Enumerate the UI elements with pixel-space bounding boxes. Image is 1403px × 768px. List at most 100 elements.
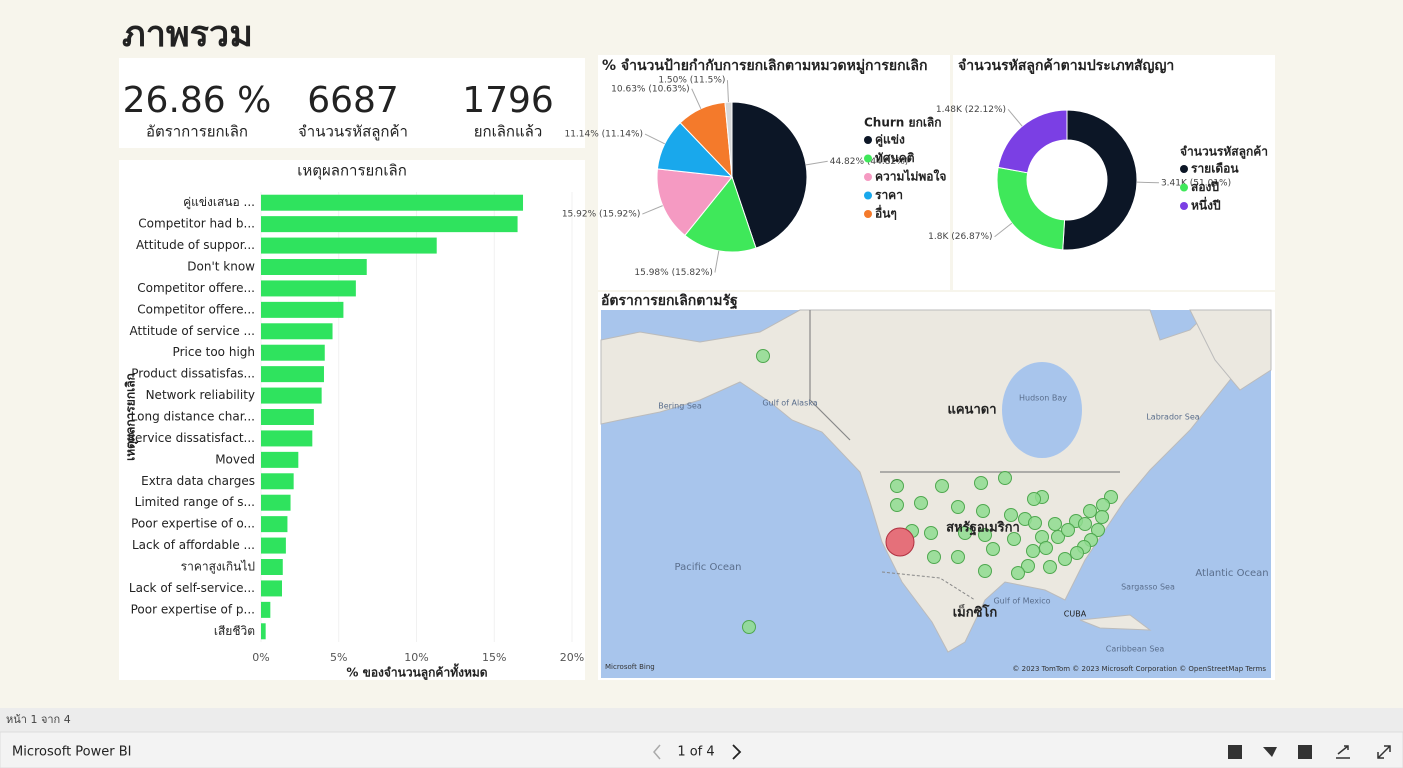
place-label: Pacific Ocean (675, 562, 742, 573)
state-bubble (890, 498, 904, 512)
country-label: แคนาดา (947, 403, 996, 418)
y-tick-label: Attitude of service ... (130, 324, 256, 338)
y-tick-label: ราคาสูงเกินไป (181, 560, 255, 575)
leader-line (1007, 109, 1023, 127)
y-tick-label: Limited range of s... (135, 495, 255, 509)
legend-label: คู่แข่ง (875, 133, 905, 148)
data-label: 3.41K (51.01%) (1161, 178, 1231, 188)
country-label: เม็กซิโก (953, 603, 998, 621)
linkedin-icon[interactable] (1298, 745, 1312, 759)
state-bubble (986, 542, 1000, 556)
bar (261, 537, 286, 554)
legend-swatch (864, 173, 872, 181)
bar (261, 259, 367, 275)
state-bubble (1070, 546, 1084, 560)
bar (261, 301, 344, 318)
state-bubble (1028, 516, 1042, 530)
y-tick-label: Competitor had b... (138, 217, 255, 231)
state-bubble (978, 564, 992, 578)
data-label: 10.63% (10.63%) (611, 84, 690, 94)
pie-title: % จำนวนป้ายกำกับการยกเลิกตามหมวดหมู่การย… (602, 58, 927, 74)
border (881, 571, 976, 601)
bar (261, 580, 282, 597)
bar (261, 280, 356, 297)
data-label: 1.8K (26.87%) (928, 232, 992, 242)
state-bubble (1058, 552, 1072, 566)
bar (261, 623, 266, 640)
pager: 1 of 4 (677, 745, 714, 760)
footer-bar (0, 731, 1403, 768)
bar (261, 387, 322, 404)
place-label: Hudson Bay (1019, 394, 1067, 403)
kpi-label: ยกเลิกแล้ว (474, 123, 543, 141)
y-tick-label: เสียชีวิต (214, 624, 255, 638)
status-bar (0, 708, 1403, 732)
share-icon[interactable] (1336, 745, 1350, 759)
prev-page[interactable] (653, 744, 661, 760)
legend-swatch (864, 136, 872, 144)
bar (261, 473, 294, 490)
facebook-icon[interactable] (1228, 745, 1242, 759)
bar (261, 601, 271, 618)
bubbles (742, 349, 1118, 634)
map-title: อัตราการยกเลิกตามรัฐ (601, 293, 738, 310)
y-tick-label: Lack of affordable ... (132, 538, 255, 552)
greenland (1189, 309, 1272, 391)
y-tick-label: Service dissatisfact... (127, 431, 255, 445)
bar (261, 430, 313, 447)
bar-title: เหตุผลการยกเลิก (297, 162, 407, 181)
map: แคนาดา สหรัฐอเมริกา เม็กซิโก Hudson Bay … (600, 309, 1272, 678)
data-label: 11.14% (11.14%) (564, 130, 643, 140)
bar (261, 409, 314, 425)
bar (261, 516, 288, 533)
state-bubble (742, 620, 756, 634)
bar (261, 323, 333, 340)
legend-label: ทัศนคติ (875, 151, 915, 165)
legend-swatch (864, 191, 872, 200)
next-page[interactable] (732, 744, 742, 760)
state-bubble (1021, 559, 1035, 573)
brand: Microsoft Power BI (12, 745, 131, 760)
bar (261, 494, 291, 511)
place-label: Labrador Sea (1146, 413, 1199, 422)
state-bubble (1007, 532, 1021, 546)
legend-label: ความไม่พอใจ (875, 169, 946, 184)
state-bubble (927, 550, 941, 564)
leader-line (994, 222, 1013, 238)
slice (997, 109, 1068, 174)
y-tick-label: Competitor offere... (137, 281, 255, 295)
y-tick-label: Don't know (187, 260, 255, 274)
y-tick-label: Poor expertise of o... (131, 517, 255, 531)
border (809, 310, 1120, 473)
fullscreen-icon[interactable] (1377, 745, 1391, 759)
page-indicator: หน้า 1 จาก 4 (6, 713, 71, 726)
legend-swatch (1180, 183, 1188, 192)
x-tick-label: 20% (560, 651, 584, 664)
y-tick-label: Poor expertise of p... (131, 602, 255, 616)
legend-swatch (1180, 165, 1188, 173)
map-copyright: © 2023 TomTom © 2023 Microsoft Corporati… (1012, 665, 1266, 673)
kpi-value: 26.86 % (123, 80, 272, 121)
y-tick-label: Extra data charges (141, 474, 255, 488)
x-tick-label: 10% (404, 651, 428, 664)
legend-label: ราคา (875, 188, 903, 202)
leader-line (726, 80, 729, 103)
legend-label: รายเดือน (1191, 162, 1239, 176)
slice (724, 101, 733, 178)
y-tick-label: Long distance char... (131, 410, 255, 424)
data-label: 1.48K (22.12%) (936, 105, 1006, 115)
leader-line (714, 250, 720, 273)
bar (261, 344, 325, 361)
map-attribution: Microsoft Bing (605, 663, 655, 671)
legend-swatch (864, 154, 872, 163)
legend-title: จำนวนรหัสลูกค้า (1180, 145, 1268, 160)
data-label: 1.50% (11.5%) (658, 76, 725, 86)
state-bubble (935, 479, 949, 493)
x-axis-title: % ของจำนวนลูกค้าทั้งหมด (346, 663, 487, 681)
bar (261, 216, 518, 233)
place-label: Atlantic Ocean (1195, 568, 1268, 579)
slice (1062, 109, 1138, 251)
country-label: สหรัฐอเมริกา (946, 521, 1020, 537)
x-tick-label: 0% (252, 651, 269, 664)
twitter-icon[interactable] (1263, 747, 1277, 757)
